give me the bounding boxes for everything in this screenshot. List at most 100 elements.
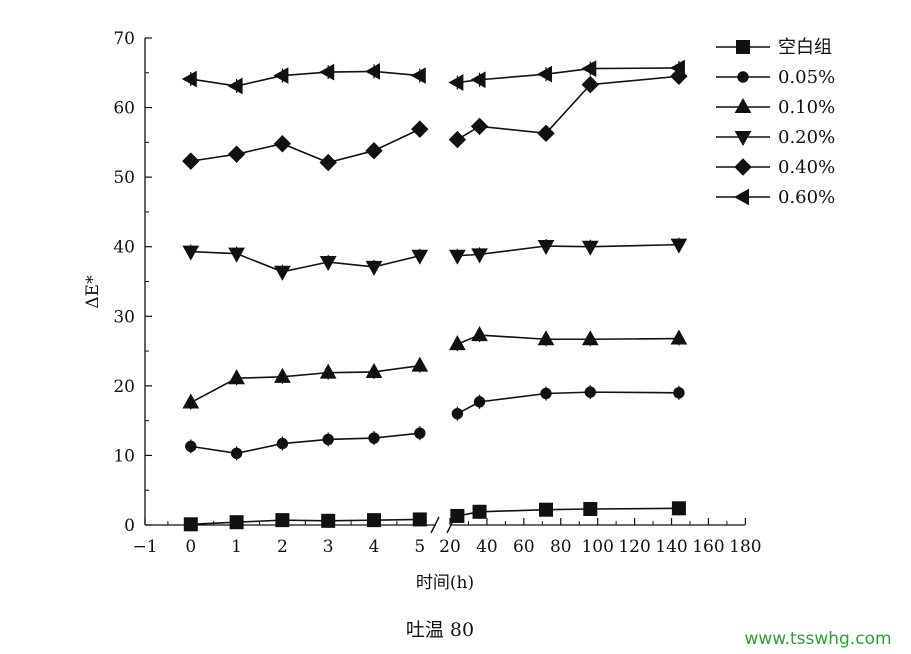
data-point — [670, 238, 688, 254]
data-point — [183, 517, 198, 532]
legend-item: 0.60% — [716, 187, 835, 208]
y-tick-label: 0 — [124, 516, 135, 536]
data-point — [671, 501, 686, 516]
chart-caption: 吐温 80 — [406, 619, 474, 641]
legend-item: 0.10% — [716, 97, 835, 118]
data-point — [368, 432, 380, 444]
data-point — [185, 440, 197, 453]
data-point — [450, 508, 465, 523]
data-point — [274, 265, 291, 281]
data-point — [273, 135, 292, 153]
legend-label: 0.05% — [778, 67, 835, 88]
data-point — [319, 256, 337, 272]
series-line — [457, 67, 679, 84]
x-tick-label: 80 — [550, 537, 572, 557]
legend-marker — [734, 158, 752, 176]
y-tick-label: 20 — [113, 377, 135, 397]
data-point — [274, 367, 291, 383]
data-point — [470, 117, 489, 136]
data-point — [365, 260, 383, 276]
series-line — [190, 364, 420, 404]
y-tick-label: 10 — [113, 446, 135, 466]
x-tick-label: 3 — [323, 537, 334, 557]
data-point — [451, 407, 464, 420]
data-point — [411, 356, 429, 372]
data-point — [411, 249, 429, 265]
data-point — [367, 513, 381, 528]
x-tick-label: 180 — [729, 537, 761, 557]
y-tick-label: 40 — [113, 238, 135, 258]
x-tick-label: 120 — [618, 537, 650, 557]
series-line — [190, 70, 420, 87]
data-point — [182, 245, 200, 261]
data-point — [673, 387, 685, 399]
data-point — [182, 152, 200, 170]
data-point — [472, 504, 487, 519]
data-point — [540, 387, 552, 400]
data-point — [470, 71, 486, 89]
plot-area — [181, 59, 688, 532]
data-point — [275, 513, 290, 528]
x-tick-label: 4 — [369, 537, 380, 557]
series-line — [457, 507, 679, 517]
data-point — [536, 65, 552, 83]
y-tick-label: 60 — [113, 99, 135, 119]
x-tick-label: 5 — [414, 537, 425, 557]
x-tick-label: 160 — [692, 537, 724, 557]
legend-label: 0.10% — [778, 97, 835, 118]
data-point — [669, 59, 685, 77]
data-point — [448, 130, 467, 149]
x-tick-label: 40 — [476, 537, 498, 557]
data-point — [583, 501, 598, 516]
series-line — [457, 243, 679, 257]
data-point — [581, 330, 599, 346]
series-triangle-left — [181, 59, 685, 95]
data-point — [411, 120, 429, 138]
legend-label: 0.40% — [778, 157, 835, 178]
data-point — [181, 70, 197, 88]
data-point — [228, 369, 245, 385]
data-point — [319, 153, 337, 172]
series-triangle-up — [182, 326, 688, 410]
series-diamond — [182, 67, 688, 172]
data-point — [449, 249, 466, 265]
data-point — [581, 75, 600, 94]
legend-item: 空白组 — [716, 37, 832, 58]
data-point — [537, 240, 555, 256]
legend-marker — [734, 131, 752, 147]
data-point — [581, 240, 599, 256]
legend: 空白组 0.05% 0.10% 0.20% 0.40% 0.60% — [716, 37, 835, 208]
y-axis-label: ΔE* — [83, 275, 103, 309]
data-point — [227, 145, 246, 163]
legend-marker — [736, 40, 750, 54]
legend-item: 0.05% — [716, 67, 835, 88]
x-axis-label: 时间(h) — [416, 573, 474, 593]
data-point — [410, 67, 426, 84]
data-point — [273, 67, 289, 84]
legend-label: 0.20% — [778, 127, 835, 148]
x-tick-label: 2 — [277, 537, 288, 557]
data-point — [182, 393, 200, 409]
x-tick-label: 60 — [513, 537, 535, 557]
data-point — [471, 248, 488, 264]
data-point — [319, 63, 335, 81]
legend-item: 0.20% — [716, 127, 835, 148]
x-tick-label: 0 — [185, 537, 196, 557]
data-point — [449, 335, 466, 351]
data-point — [322, 433, 334, 446]
data-point — [670, 329, 688, 345]
data-point — [227, 77, 243, 95]
data-point — [538, 502, 553, 517]
data-point — [365, 362, 383, 378]
data-point — [471, 326, 488, 342]
data-point — [537, 330, 555, 346]
series-circle — [185, 385, 685, 461]
x-tick-label: 20 — [439, 537, 461, 557]
data-point — [229, 515, 244, 530]
series-line — [457, 334, 679, 345]
series-line — [190, 128, 421, 164]
data-point — [319, 363, 337, 379]
y-tick-label: 70 — [113, 29, 135, 49]
axis-break-mark — [430, 516, 440, 534]
